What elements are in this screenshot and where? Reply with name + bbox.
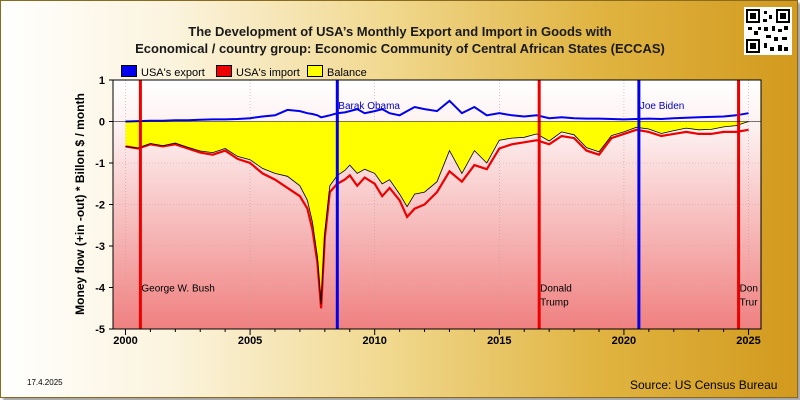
y-axis-label: Money flow (+in -out) * Billon $ / month bbox=[73, 93, 87, 315]
x-tick-label: 2015 bbox=[487, 335, 511, 347]
source-label: Source: US Census Bureau bbox=[630, 378, 778, 392]
president-label: Trur bbox=[740, 298, 759, 309]
x-tick-label: 2020 bbox=[612, 335, 636, 347]
legend-swatch-import bbox=[216, 65, 232, 77]
legend-item-import: USA's import bbox=[216, 65, 300, 79]
president-label: Joe Biden bbox=[640, 101, 684, 112]
date-stamp: 17.4.2025 bbox=[27, 378, 63, 387]
y-tick-label: -5 bbox=[95, 324, 105, 336]
president-label: Donald bbox=[540, 284, 572, 295]
chart-title-line2: Economical / country group: Economic Com… bbox=[135, 41, 665, 56]
y-tick-label: 1 bbox=[99, 75, 105, 87]
y-tick-label: -4 bbox=[95, 283, 106, 295]
legend-label-import: USA's import bbox=[236, 67, 300, 79]
x-tick-label: 2000 bbox=[113, 335, 137, 347]
y-tick-label: -2 bbox=[95, 200, 105, 212]
x-tick-label: 2010 bbox=[362, 335, 386, 347]
legend-swatch-export bbox=[121, 65, 137, 77]
y-tick-label: -3 bbox=[95, 241, 105, 253]
qr-code bbox=[744, 7, 792, 55]
president-label: Don bbox=[740, 284, 758, 295]
import-line bbox=[125, 128, 749, 309]
x-tick-label: 2005 bbox=[238, 335, 262, 347]
president-label: Barak Obama bbox=[338, 101, 400, 112]
y-tick-label: -1 bbox=[95, 158, 105, 170]
legend-label-balance: Balance bbox=[327, 67, 367, 79]
legend-item-export: USA's export bbox=[121, 65, 205, 79]
export-line bbox=[125, 99, 749, 123]
legend-item-balance: Balance bbox=[307, 65, 367, 79]
y-tick-label: 0 bbox=[99, 117, 105, 129]
chart-title-line1: The Development of USA’s Monthly Export … bbox=[188, 24, 612, 39]
president-label: George W. Bush bbox=[141, 284, 214, 295]
balance-line bbox=[125, 121, 749, 305]
legend-swatch-balance bbox=[307, 65, 323, 77]
legend-label-export: USA's export bbox=[141, 67, 205, 79]
balance-area bbox=[125, 121, 749, 305]
president-label: Trump bbox=[540, 298, 569, 309]
x-tick-label: 2025 bbox=[736, 335, 760, 347]
